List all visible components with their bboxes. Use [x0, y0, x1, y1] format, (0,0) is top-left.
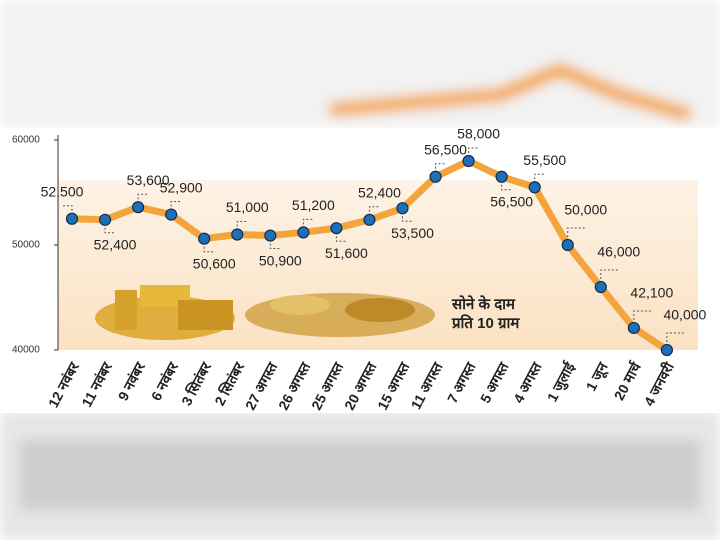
value-label: 50,600	[193, 255, 236, 271]
marker	[660, 343, 674, 357]
y-tick-label: 60000	[12, 135, 40, 146]
value-label: 51,000	[226, 199, 269, 215]
value-label: 58,000	[457, 126, 500, 142]
value-label: 53,500	[391, 225, 434, 241]
y-tick-label: 40000	[12, 345, 40, 356]
annotation: सोने के दाम	[451, 295, 516, 313]
value-label: 56,500	[424, 141, 467, 157]
marker	[363, 213, 376, 226]
marker	[264, 229, 277, 242]
value-label: 52,400	[358, 185, 401, 201]
marker	[132, 201, 145, 214]
value-label: 51,200	[292, 197, 335, 213]
marker	[396, 202, 409, 215]
value-label: 52,500	[41, 183, 84, 199]
marker	[594, 280, 607, 294]
value-label: 42,100	[630, 285, 673, 301]
marker	[65, 212, 79, 225]
value-label: 50,000	[564, 202, 607, 218]
value-label: 51,600	[325, 245, 368, 261]
value-label: 40,000	[663, 307, 706, 323]
value-label: 52,400	[94, 237, 137, 253]
marker	[330, 222, 343, 235]
marker	[231, 228, 244, 241]
value-label: 46,000	[597, 244, 640, 260]
marker	[297, 226, 310, 239]
marker	[561, 238, 574, 252]
annotation: प्रति 10 ग्राम	[451, 314, 520, 332]
marker	[495, 170, 508, 183]
marker	[462, 154, 475, 168]
marker	[528, 181, 541, 194]
value-label: 52,900	[160, 179, 203, 195]
marker	[98, 213, 112, 226]
value-label: 56,500	[490, 193, 533, 209]
value-label: 55,500	[523, 152, 566, 168]
marker	[165, 208, 178, 221]
value-label: 53,600	[127, 172, 170, 188]
y-tick-label: 50000	[12, 240, 40, 251]
marker	[198, 232, 211, 245]
marker	[627, 321, 640, 335]
marker	[429, 170, 442, 183]
value-label: 50,900	[259, 252, 302, 268]
gold-illustration	[95, 285, 435, 340]
